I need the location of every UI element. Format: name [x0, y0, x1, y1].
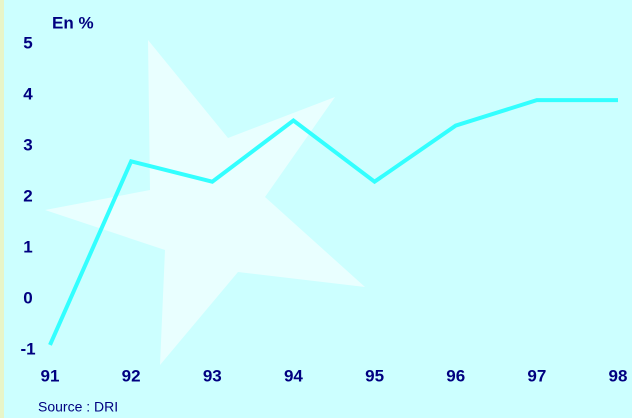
y-tick-label: 5 [23, 33, 32, 52]
x-tick-label: 94 [284, 366, 303, 385]
source-note: Source : DRI [38, 399, 118, 415]
chart: En % Source : DRI -1 0 1 2 3 4 5 91 92 93 94 95 96 97… [0, 0, 632, 418]
y-tick-label: 0 [23, 288, 32, 307]
y-tick-label: 3 [23, 135, 32, 154]
x-tick-label: 95 [365, 366, 384, 385]
x-tick-label: 98 [609, 366, 628, 385]
y-tick-label: -1 [20, 339, 35, 358]
x-tick-label: 93 [203, 366, 222, 385]
x-tick-label: 97 [527, 366, 546, 385]
y-tick-label: 2 [23, 186, 32, 205]
y-tick-label: 4 [23, 84, 33, 103]
y-axis-title: En % [52, 13, 94, 32]
x-tick-label: 92 [122, 366, 141, 385]
y-tick-label: 1 [23, 237, 32, 256]
left-border [0, 0, 4, 418]
x-tick-label: 91 [41, 366, 60, 385]
x-tick-label: 96 [446, 366, 465, 385]
